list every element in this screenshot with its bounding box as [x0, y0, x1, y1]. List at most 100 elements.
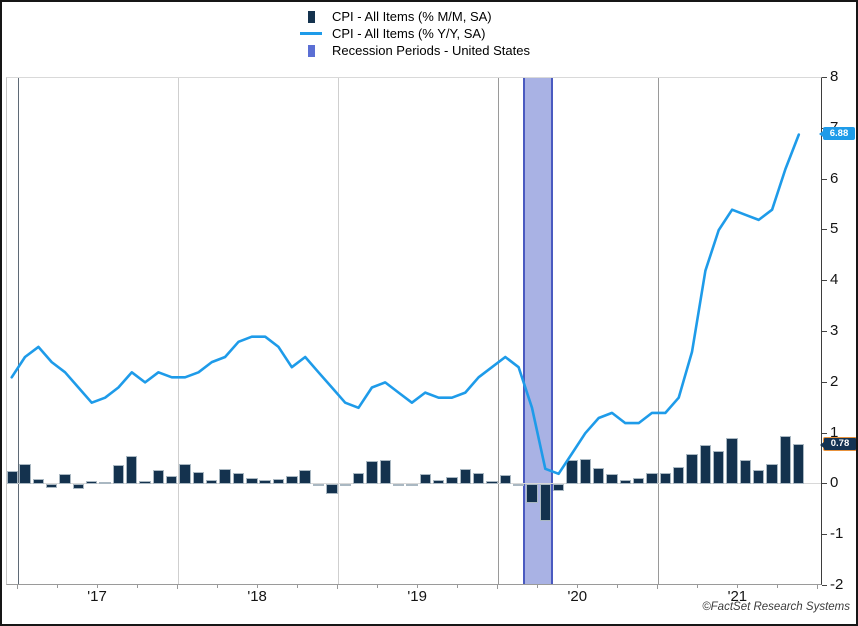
- mm-bar: [406, 484, 418, 486]
- mm-bar: [7, 471, 19, 484]
- x-axis-tick: [97, 585, 99, 588]
- y-axis-tick: [822, 178, 827, 180]
- mm-bar: [139, 481, 151, 484]
- mm-bar: [379, 460, 391, 484]
- x-axis-tick: [497, 585, 499, 589]
- x-axis-year-label: '21: [727, 588, 748, 605]
- mm-bar: [259, 479, 271, 484]
- mm-bar: [192, 471, 205, 484]
- mm-bar: [366, 461, 378, 484]
- mm-bar: [339, 484, 351, 486]
- mm-bar: [46, 484, 58, 488]
- mm-bar: [352, 473, 365, 484]
- x-axis-tick: [137, 585, 139, 588]
- mm-bar: [699, 445, 712, 484]
- mm-bar: [499, 475, 511, 484]
- mm-bar: [459, 468, 471, 484]
- mm-bar: [72, 484, 85, 490]
- x-axis-tick: [457, 585, 459, 588]
- mm-bar: [793, 444, 805, 484]
- y-axis-tick: [822, 584, 827, 586]
- y-axis-tick-label: 3: [830, 321, 839, 339]
- mm-bar: [312, 484, 325, 486]
- y-axis-tick-label: 4: [830, 271, 839, 289]
- x-axis-tick: [777, 585, 779, 588]
- y-axis-tick-label: 8: [830, 68, 839, 85]
- mm-bar: [632, 477, 645, 484]
- mm-bar: [179, 463, 191, 484]
- x-axis-tick: [537, 585, 539, 588]
- legend-item-recession: Recession Periods - United States: [299, 42, 530, 59]
- mm-bar: [779, 435, 792, 484]
- x-axis-tick: [297, 585, 299, 588]
- legend-label-yoy: CPI - All Items (% Y/Y, SA): [332, 26, 486, 41]
- mm-bar: [126, 456, 138, 484]
- mm-bar: [32, 478, 45, 484]
- year-gridline: [498, 78, 500, 584]
- mm-bar: [326, 484, 338, 494]
- x-axis-tick: [337, 585, 339, 589]
- mm-bar: [432, 480, 445, 484]
- mm-bar: [272, 478, 285, 484]
- y-axis-tick: [822, 229, 827, 231]
- x-axis-year-label: '20: [567, 588, 588, 605]
- y-axis-tick-label: -2: [830, 575, 844, 593]
- mm-bar: [486, 481, 498, 484]
- y-axis-tick-label: -1: [830, 525, 844, 543]
- line-series-marker-icon: [299, 32, 323, 35]
- x-axis-tick: [617, 585, 619, 588]
- x-axis-tick: [177, 585, 179, 589]
- x-axis-year-label: '18: [247, 588, 267, 605]
- mm-bar: [232, 472, 245, 484]
- mm-bar: [206, 480, 218, 484]
- x-axis-tick: [417, 585, 419, 588]
- y-axis-tick: [822, 280, 827, 282]
- mm-bar: [512, 484, 525, 486]
- mm-bar: [99, 482, 111, 485]
- mm-bar: [739, 460, 752, 484]
- mm-bar: [152, 469, 165, 484]
- mm-bar: [592, 468, 605, 484]
- mm-bar: [166, 476, 178, 484]
- mm-bar: [446, 477, 458, 484]
- x-axis-tick: [657, 585, 659, 589]
- x-axis-tick: [17, 585, 18, 589]
- mm-bar: [552, 484, 565, 492]
- legend-label-mm: CPI - All Items (% M/M, SA): [332, 9, 492, 24]
- mm-bar: [219, 468, 231, 484]
- mm-bar: [579, 459, 591, 484]
- last-value-callout-mom: 0.78: [820, 437, 856, 452]
- year-gridline: [338, 78, 340, 584]
- x-axis-year-label: '17: [87, 588, 107, 605]
- plot-area: [6, 77, 822, 585]
- y-axis-tick-label: 2: [830, 372, 839, 390]
- mm-bar: [59, 473, 71, 484]
- mm-bar: [539, 484, 551, 522]
- zero-baseline: [7, 483, 821, 484]
- x-axis-tick: [57, 585, 59, 588]
- y-axis-tick: [822, 432, 827, 434]
- mm-bar: [112, 465, 125, 484]
- y-axis-tick-label: 0: [830, 474, 839, 492]
- mm-bar: [299, 469, 311, 484]
- mm-bar: [766, 463, 778, 484]
- y-axis-tick-label: 5: [830, 220, 839, 238]
- mm-bar: [646, 472, 658, 484]
- x-axis-tick: [737, 585, 739, 588]
- mm-bar: [286, 476, 298, 484]
- x-axis-tick: [377, 585, 379, 588]
- y-axis-tick: [822, 77, 827, 78]
- x-axis-tick: [257, 585, 259, 588]
- mm-bar: [673, 467, 685, 484]
- y-axis-tick-label: 6: [830, 169, 839, 187]
- y-axis-tick: [822, 381, 827, 383]
- year-gridline: [18, 78, 19, 584]
- legend-label-recession: Recession Periods - United States: [332, 43, 530, 58]
- y-axis-tick-label: 1: [830, 423, 839, 441]
- copyright-text: ©FactSet Research Systems: [702, 601, 850, 613]
- y-axis-tick-label: 7: [830, 119, 856, 137]
- x-axis-tick: [697, 585, 699, 588]
- legend-item-yoy: CPI - All Items (% Y/Y, SA): [299, 25, 530, 42]
- x-axis-tick: [217, 585, 219, 588]
